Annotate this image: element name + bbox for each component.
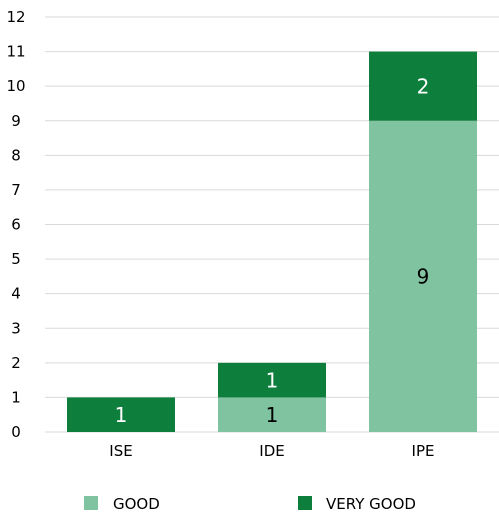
legend: GOOD VERY GOOD <box>84 495 416 513</box>
y-tick-label: 12 <box>6 8 25 26</box>
y-tick-label: 4 <box>11 285 21 303</box>
x-axis-labels: ISE IDE IPE <box>109 442 434 460</box>
y-tick-label: 2 <box>11 354 21 372</box>
legend-label: VERY GOOD <box>326 495 416 511</box>
data-label: 1 <box>115 403 128 427</box>
bar-segment-ipe-good <box>369 120 477 432</box>
bar-segment-ise-very-good <box>67 397 175 432</box>
bar-segment-ide-very-good <box>218 362 326 398</box>
y-tick-label: 3 <box>11 319 21 337</box>
bar-segment-ide-good <box>218 397 326 432</box>
x-category-label: IPE <box>412 442 435 460</box>
y-tick-label: 11 <box>6 43 25 61</box>
legend-swatch-good <box>84 496 98 510</box>
y-tick-label: 0 <box>11 423 21 441</box>
data-label: 1 <box>266 403 279 427</box>
legend-label: GOOD <box>113 495 160 511</box>
x-category-label: IDE <box>259 442 284 460</box>
y-tick-label: 9 <box>11 112 21 130</box>
bars: 1 1 1 9 2 <box>67 51 477 432</box>
legend-swatch-very-good <box>298 496 312 510</box>
y-tick-label: 8 <box>11 146 21 164</box>
bar-segment-ipe-very-good <box>369 51 477 121</box>
y-tick-label: 6 <box>11 216 21 234</box>
y-tick-label: 10 <box>6 77 25 95</box>
y-tick-label: 1 <box>11 388 21 406</box>
y-tick-label: 5 <box>11 250 21 268</box>
x-category-label: ISE <box>109 442 132 460</box>
data-label: 1 <box>266 368 279 392</box>
data-label: 9 <box>417 265 430 289</box>
y-tick-label: 7 <box>11 181 21 199</box>
data-label: 2 <box>417 74 430 98</box>
